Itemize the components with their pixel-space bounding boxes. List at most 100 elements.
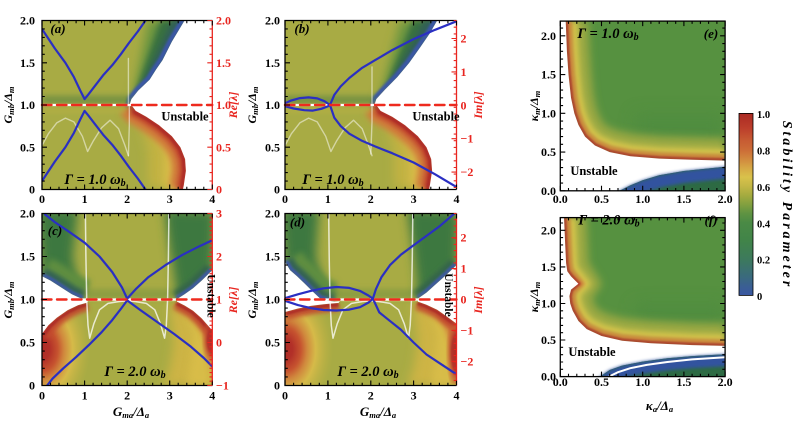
svg-text:1.5: 1.5 (20, 56, 35, 70)
svg-text:−1: −1 (216, 379, 229, 393)
svg-text:1: 1 (216, 293, 222, 307)
svg-text:Gma/Δa: Gma/Δa (360, 404, 397, 420)
svg-text:2.0: 2.0 (20, 207, 35, 221)
svg-text:0.5: 0.5 (265, 140, 280, 154)
svg-text:3: 3 (167, 389, 173, 403)
svg-text:2: 2 (461, 231, 467, 245)
svg-text:Re[λ]: Re[λ] (226, 287, 240, 315)
svg-text:1.5: 1.5 (265, 250, 280, 264)
svg-text:−2: −2 (461, 354, 474, 368)
svg-text:Γ = 2.0 ωb: Γ = 2.0 ωb (336, 364, 398, 381)
svg-text:0: 0 (39, 389, 45, 403)
svg-text:Γ = 1.0 ωb: Γ = 1.0 ωb (576, 26, 638, 43)
svg-text:Unstable: Unstable (570, 164, 618, 178)
svg-text:(a): (a) (50, 21, 65, 36)
svg-text:Gma/Δa: Gma/Δa (113, 404, 150, 420)
svg-text:0.2: 0.2 (757, 256, 770, 267)
svg-text:(e): (e) (704, 26, 718, 41)
svg-text:1.5: 1.5 (541, 68, 556, 82)
svg-text:0: 0 (29, 379, 35, 393)
svg-text:1: 1 (82, 192, 88, 206)
svg-text:0: 0 (216, 183, 222, 197)
svg-text:1.0: 1.0 (635, 192, 650, 206)
svg-text:4: 4 (454, 389, 460, 403)
svg-text:Unstable: Unstable (161, 110, 209, 124)
svg-text:4: 4 (454, 192, 460, 206)
svg-text:−1: −1 (461, 323, 474, 337)
svg-text:4: 4 (209, 192, 215, 206)
svg-text:1.0: 1.0 (216, 98, 231, 112)
svg-text:0: 0 (29, 183, 35, 197)
svg-text:1.0: 1.0 (541, 297, 556, 311)
svg-text:Re[λ]: Re[λ] (226, 92, 240, 120)
svg-text:2.0: 2.0 (20, 14, 35, 28)
svg-text:0.0: 0.0 (553, 375, 568, 389)
svg-text:−2: −2 (461, 165, 474, 179)
svg-text:Γ = 2.0 ωb: Γ = 2.0 ωb (577, 213, 639, 230)
svg-text:1.5: 1.5 (216, 56, 231, 70)
svg-text:2: 2 (368, 389, 374, 403)
svg-text:(c): (c) (48, 223, 62, 238)
svg-text:2.0: 2.0 (265, 207, 280, 221)
svg-text:Unstable: Unstable (568, 345, 616, 359)
svg-text:0: 0 (274, 379, 280, 393)
svg-text:1.5: 1.5 (541, 260, 556, 274)
svg-text:0.5: 0.5 (541, 145, 556, 159)
svg-text:Γ = 1.0 ωb: Γ = 1.0 ωb (63, 172, 125, 189)
svg-text:1: 1 (461, 262, 467, 276)
svg-text:3: 3 (167, 192, 173, 206)
svg-text:Im[λ]: Im[λ] (471, 91, 485, 119)
svg-text:2: 2 (124, 389, 130, 403)
svg-text:2: 2 (216, 250, 222, 264)
svg-text:0.6: 0.6 (757, 183, 770, 194)
svg-text:2.0: 2.0 (718, 192, 733, 206)
svg-text:0.0: 0.0 (541, 370, 556, 384)
svg-text:3: 3 (411, 389, 417, 403)
svg-text:1: 1 (82, 389, 88, 403)
svg-text:(d): (d) (290, 215, 305, 230)
svg-text:0: 0 (461, 293, 467, 307)
svg-text:0: 0 (282, 389, 288, 403)
svg-text:1.5: 1.5 (265, 56, 280, 70)
svg-text:0: 0 (461, 98, 467, 112)
svg-text:(b): (b) (294, 21, 309, 36)
svg-text:1.5: 1.5 (676, 192, 691, 206)
svg-text:2.0: 2.0 (265, 14, 280, 28)
svg-text:0.5: 0.5 (20, 336, 35, 350)
svg-text:Stability Parameter: Stability Parameter (779, 121, 794, 290)
svg-text:0: 0 (39, 192, 45, 206)
svg-text:0: 0 (757, 292, 762, 303)
svg-text:Unstable: Unstable (412, 110, 460, 124)
svg-text:(f): (f) (705, 213, 718, 228)
svg-text:0: 0 (274, 183, 280, 197)
svg-text:0.5: 0.5 (541, 333, 556, 347)
svg-text:1.5: 1.5 (20, 250, 35, 264)
svg-text:2: 2 (124, 192, 130, 206)
svg-text:2.0: 2.0 (541, 223, 556, 237)
svg-text:2: 2 (461, 32, 467, 46)
svg-text:Γ = 1.0 ωb: Γ = 1.0 ωb (301, 172, 363, 189)
svg-text:0: 0 (282, 192, 288, 206)
svg-text:Unstable: Unstable (442, 273, 454, 316)
svg-text:4: 4 (209, 389, 215, 403)
svg-text:2.0: 2.0 (216, 14, 231, 28)
svg-text:2.0: 2.0 (541, 29, 556, 43)
svg-text:1: 1 (325, 192, 331, 206)
svg-text:0.4: 0.4 (757, 219, 771, 230)
svg-text:0.5: 0.5 (216, 140, 231, 154)
svg-text:1.0: 1.0 (757, 110, 770, 121)
svg-text:2: 2 (368, 192, 374, 206)
svg-text:1.0: 1.0 (265, 293, 280, 307)
svg-text:0.5: 0.5 (20, 140, 35, 154)
svg-text:2.0: 2.0 (718, 375, 733, 389)
svg-text:1.0: 1.0 (541, 106, 556, 120)
svg-text:0.0: 0.0 (553, 192, 568, 206)
svg-text:1.0: 1.0 (20, 98, 35, 112)
svg-text:1.5: 1.5 (676, 375, 691, 389)
svg-text:0.5: 0.5 (594, 192, 609, 206)
svg-text:3: 3 (411, 192, 417, 206)
svg-text:1.0: 1.0 (635, 375, 650, 389)
svg-text:0.0: 0.0 (541, 184, 556, 198)
svg-text:0: 0 (216, 336, 222, 350)
svg-text:0.5: 0.5 (265, 336, 280, 350)
